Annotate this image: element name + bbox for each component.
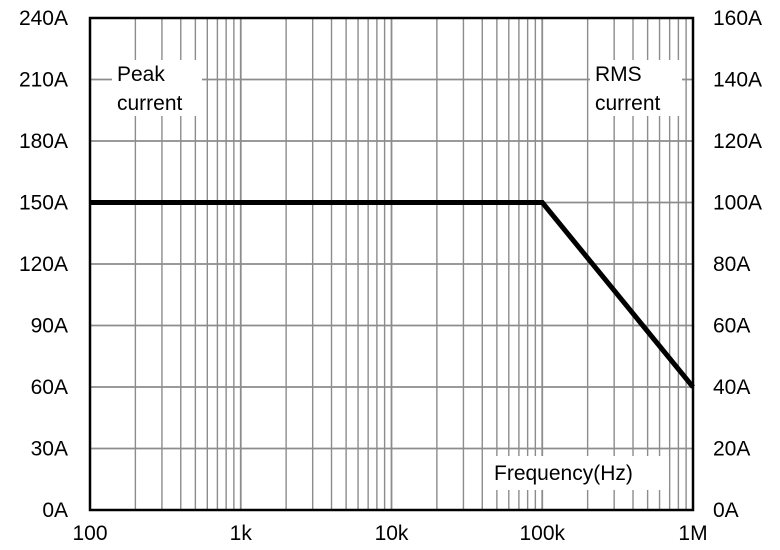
right-y-tick-labels: 0A 20A 40A 60A 80A 100A 120A 140A 160A — [713, 7, 762, 522]
plot-frame — [88, 16, 695, 512]
left-y-tick-label: 60A — [31, 376, 68, 399]
x-tick-label: 10k — [375, 522, 409, 545]
x-tick-label: 1k — [230, 522, 253, 545]
right-y-tick-label: 140A — [713, 69, 762, 92]
frequency-annotation-bg — [489, 456, 669, 490]
frequency-axis-label: Frequency(Hz) — [494, 462, 633, 485]
rms-label-line2: current — [595, 92, 661, 115]
right-y-tick-label: 160A — [713, 7, 762, 30]
x-tick-label: 1M — [678, 522, 707, 545]
left-y-tick-labels: 0A 30A 60A 90A 120A 150A 180A 210A 240A — [19, 7, 68, 522]
left-y-tick-label: 90A — [31, 315, 68, 338]
x-tick-label: 100k — [519, 522, 565, 545]
frequency-annotation: Frequency(Hz) — [489, 456, 669, 490]
left-y-tick-label: 180A — [19, 130, 68, 153]
rms-label-line1: RMS — [595, 63, 642, 86]
left-y-tick-label: 120A — [19, 253, 68, 276]
right-y-tick-label: 40A — [713, 376, 750, 399]
left-y-tick-label: 0A — [42, 499, 68, 522]
rms-annotation-bg — [590, 60, 682, 116]
right-y-tick-label: 100A — [713, 192, 762, 215]
plot-frame-group — [88, 16, 695, 512]
peak-current-annotation: Peak current — [112, 60, 202, 116]
right-y-tick-label: 0A — [713, 499, 739, 522]
right-y-tick-label: 80A — [713, 253, 750, 276]
series-line — [90, 200, 695, 389]
peak-label-line2: current — [117, 92, 183, 115]
x-tick-labels: 100 1k 10k 100k 1M — [72, 522, 707, 545]
left-y-tick-label: 150A — [19, 192, 68, 215]
left-y-tick-label: 30A — [31, 438, 68, 461]
right-y-tick-label: 20A — [713, 438, 750, 461]
peak-label-line1: Peak — [117, 63, 165, 86]
left-y-tick-label: 240A — [19, 7, 68, 30]
x-tick-label: 100 — [72, 522, 107, 545]
peak-annotation-bg — [112, 60, 202, 116]
right-y-tick-label: 60A — [713, 315, 750, 338]
right-y-tick-label: 120A — [713, 130, 762, 153]
left-y-tick-label: 210A — [19, 69, 68, 92]
series-group — [90, 200, 695, 389]
rms-current-annotation: RMS current — [590, 60, 682, 116]
